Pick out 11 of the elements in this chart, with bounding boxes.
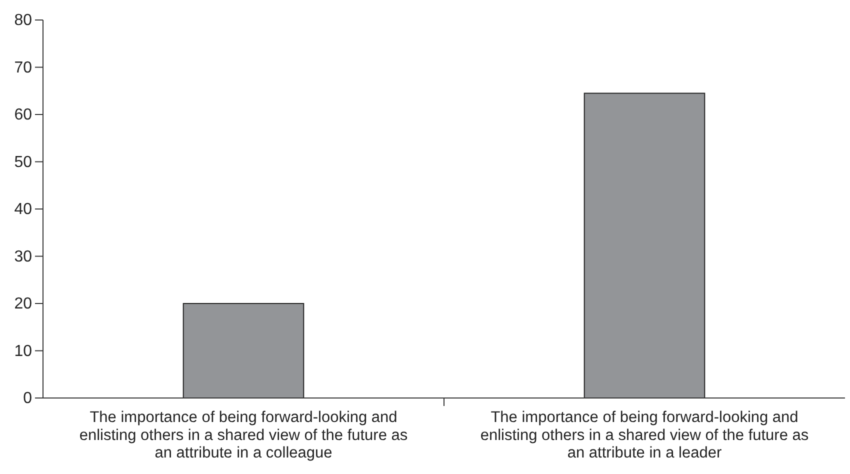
y-tick-label: 0 (23, 390, 32, 408)
y-tick-label: 50 (14, 154, 32, 171)
x-tick-label: The importance of being forward-looking and enlisting others in a shared view of the future as an attribute in a leader (480, 409, 809, 462)
y-tick-label: 60 (14, 106, 32, 124)
y-tick-label: 20 (14, 296, 32, 313)
y-tick-label: 80 (14, 12, 32, 30)
y-tick-label: 70 (14, 59, 32, 76)
y-tick-label: 40 (14, 201, 32, 218)
y-tick-label: 10 (14, 342, 32, 360)
y-tick-label: 30 (14, 248, 32, 266)
x-tick-label: The importance of being forward-looking and enlisting others in a shared view of the future as an attribute in a colleague (79, 409, 408, 462)
